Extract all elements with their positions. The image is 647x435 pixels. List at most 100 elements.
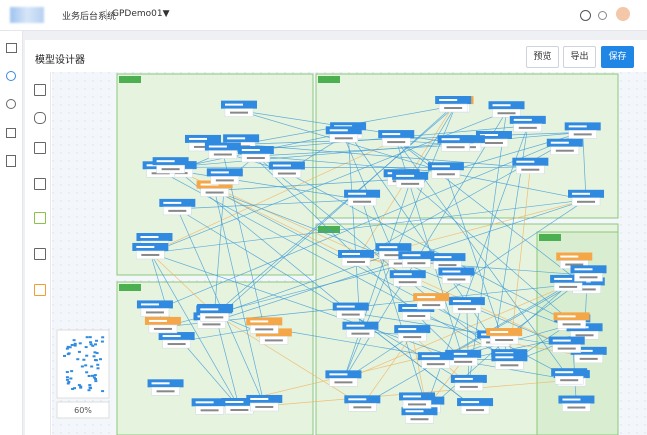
minimap-node	[73, 344, 77, 347]
minimap-node	[84, 346, 88, 349]
node-sub	[205, 191, 224, 194]
node-sub	[466, 409, 485, 412]
node-sub	[407, 315, 426, 318]
node-sub	[577, 200, 596, 203]
group-tag	[119, 76, 141, 83]
node-label	[495, 356, 514, 359]
minimap-node	[93, 343, 97, 346]
node-sub	[484, 141, 503, 144]
node-label	[334, 125, 353, 128]
node-label	[568, 125, 587, 128]
tool-icon[interactable]	[34, 248, 46, 260]
node-sub	[202, 323, 221, 326]
minimap-node	[62, 354, 66, 357]
node-sub	[353, 406, 372, 409]
node-label	[550, 141, 569, 144]
node-label	[574, 349, 593, 352]
minimap-node	[88, 384, 92, 387]
edge	[350, 312, 567, 347]
edge	[214, 178, 402, 191]
node-label	[441, 138, 460, 141]
node-label	[431, 165, 450, 168]
node-sub	[277, 172, 296, 175]
node-sub	[353, 200, 372, 203]
export-button[interactable]: 导出	[563, 46, 596, 68]
minimap-node	[67, 380, 71, 383]
minimap-node	[89, 341, 93, 344]
globe-icon[interactable]	[580, 10, 591, 21]
edge	[177, 199, 363, 210]
node-label	[490, 331, 509, 334]
node-sub	[454, 360, 473, 363]
tool-icon[interactable]	[34, 142, 46, 154]
tool-icon[interactable]	[34, 112, 46, 124]
edge	[409, 181, 585, 334]
node-sub	[246, 157, 265, 160]
tool-icon[interactable]	[34, 212, 46, 224]
node-sub	[213, 153, 232, 156]
node-sub	[156, 390, 175, 393]
edge	[211, 105, 454, 323]
node-sub	[557, 347, 576, 350]
tool-icon[interactable]	[34, 284, 46, 296]
node-sub	[518, 126, 537, 129]
minimap-node	[92, 376, 96, 379]
node-sub	[559, 285, 578, 288]
node-label	[200, 183, 219, 186]
home-icon[interactable]	[6, 43, 17, 53]
node-sub	[168, 209, 187, 212]
avatar[interactable]	[616, 7, 630, 21]
config-icon[interactable]	[6, 128, 16, 138]
edge	[214, 313, 363, 406]
minimap-node	[92, 355, 96, 358]
edge	[445, 172, 510, 360]
header: 业务后台系统 GPDemo01▼	[0, 0, 647, 31]
node-sub	[422, 304, 441, 307]
minimap-node	[68, 346, 72, 349]
globe-nav-icon[interactable]	[6, 99, 16, 109]
settings-icon[interactable]	[598, 11, 607, 20]
node-label	[146, 164, 165, 167]
node-sub	[351, 332, 370, 335]
node-sub	[347, 260, 366, 263]
edge	[355, 132, 583, 261]
node-sub	[555, 149, 574, 152]
model-icon[interactable]	[6, 71, 16, 81]
minimap	[56, 329, 110, 399]
node-sub	[457, 308, 476, 311]
edge	[582, 132, 587, 200]
node-label	[555, 371, 574, 374]
node-label	[439, 99, 458, 102]
edge	[214, 190, 570, 379]
edge	[214, 190, 357, 261]
minimap-node	[85, 354, 89, 357]
node-label	[162, 335, 181, 338]
minimap-node	[89, 343, 93, 346]
node-label	[393, 273, 412, 276]
list-icon[interactable]	[6, 155, 16, 167]
project-select[interactable]: GPDemo01▼	[112, 9, 170, 19]
node-label	[148, 319, 167, 322]
save-button[interactable]: 保存	[601, 46, 634, 68]
minimap-node	[79, 385, 83, 388]
node-sub	[446, 146, 465, 149]
node-label	[188, 137, 207, 140]
node-sub	[562, 323, 581, 326]
tool-icon[interactable]	[34, 84, 46, 96]
node-sub	[577, 288, 596, 291]
node-label	[403, 395, 422, 398]
node-label	[461, 401, 480, 404]
minimap-node	[79, 386, 83, 389]
preview-button[interactable]: 预览	[526, 46, 559, 68]
node-sub	[560, 379, 579, 382]
tool-icon[interactable]	[34, 178, 46, 190]
edge	[435, 284, 569, 363]
minimap-node	[65, 347, 69, 350]
node-sub	[161, 168, 180, 171]
minimap-node	[85, 371, 89, 374]
node-label	[572, 192, 591, 195]
minimap-node	[94, 377, 98, 380]
node-sub	[444, 107, 463, 110]
edge	[213, 178, 226, 316]
